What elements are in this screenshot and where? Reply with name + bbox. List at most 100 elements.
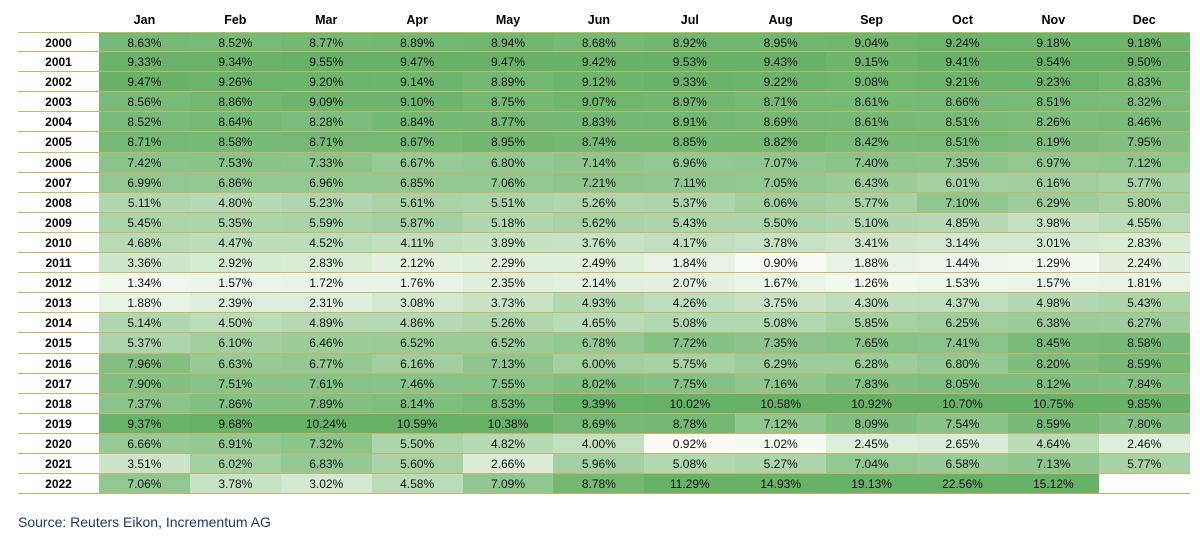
heatmap-cell: 8.51% <box>917 132 1008 153</box>
heatmap-cell: 1.67% <box>735 273 827 294</box>
heatmap-cell: 9.18% <box>1098 32 1190 53</box>
column-header: Sep <box>860 13 884 27</box>
heatmap-cell: 4.17% <box>644 232 736 254</box>
heatmap-cell: 4.11% <box>371 232 463 254</box>
heatmap-cell: 4.80% <box>189 192 281 213</box>
heatmap-cell: 8.14% <box>371 393 463 414</box>
heatmap-cell: 7.65% <box>826 333 918 354</box>
heatmap-grid: Jan Feb Mar Apr May Jun Jul Aug Sep Oct Nov Dec 2000… <box>18 8 1190 495</box>
heatmap-cell: 8.63% <box>99 32 190 53</box>
heatmap-cell: 8.26% <box>1007 112 1099 133</box>
heatmap-cell: 7.05% <box>735 172 827 193</box>
row-label: 2005 <box>18 132 99 153</box>
heatmap-cell: 2.12% <box>371 253 463 274</box>
heatmap-cell: 7.72% <box>644 333 736 354</box>
heatmap-cell: 1.29% <box>1007 253 1099 274</box>
heatmap-cell: 6.02% <box>189 453 281 475</box>
heatmap-cell: 4.64% <box>1007 433 1099 454</box>
row-label: 2013 <box>18 293 99 314</box>
heatmap-cell: 10.24% <box>280 413 372 434</box>
heatmap-cell: 5.50% <box>735 212 827 233</box>
header-corner <box>18 8 99 32</box>
heatmap-cell: 1.88% <box>826 253 918 274</box>
heatmap-cell: 8.09% <box>826 413 918 434</box>
column-header: Aug <box>768 13 793 27</box>
heatmap-cell: 8.53% <box>462 393 554 414</box>
heatmap-cell: 6.29% <box>735 353 827 374</box>
heatmap-cell: 7.16% <box>735 373 827 394</box>
heatmap-cell: 2.83% <box>280 253 372 274</box>
column-header: Jun <box>587 13 611 27</box>
row-label: 2000 <box>18 32 99 53</box>
heatmap-cell: 6.96% <box>280 172 372 193</box>
heatmap-cell: 8.46% <box>1098 112 1190 133</box>
heatmap-cell: 4.68% <box>99 232 190 254</box>
heatmap-cell: 4.37% <box>917 293 1008 314</box>
heatmap-cell: 1.34% <box>99 273 190 294</box>
heatmap-cell: 7.13% <box>462 353 554 374</box>
heatmap-cell: 5.08% <box>735 313 827 334</box>
row-label: 2019 <box>18 413 99 434</box>
row-label: 2002 <box>18 72 99 93</box>
heatmap-cell: 9.42% <box>553 52 645 73</box>
heatmap-cell: 9.47% <box>371 52 463 73</box>
heatmap-cell: 0.90% <box>735 253 827 274</box>
heatmap-cell: 9.26% <box>189 72 281 93</box>
heatmap-cell: 8.78% <box>553 474 645 495</box>
heatmap-cell: 6.80% <box>917 353 1008 374</box>
heatmap-cell: 9.22% <box>735 72 827 93</box>
heatmap-cell: 2.83% <box>1098 232 1190 254</box>
heatmap-cell: 9.43% <box>735 52 827 73</box>
heatmap-cell: 8.59% <box>1098 353 1190 374</box>
row-label: 2007 <box>18 172 99 193</box>
heatmap-cell: 9.33% <box>644 72 736 93</box>
heatmap-cell: 7.06% <box>99 474 190 495</box>
heatmap-cell: 4.58% <box>371 474 463 495</box>
heatmap-cell: 8.61% <box>826 92 918 113</box>
heatmap-cell: 3.78% <box>189 474 281 495</box>
heatmap-table: Jan Feb Mar Apr May Jun Jul Aug Sep Oct Nov Dec 2000… <box>18 8 1190 495</box>
heatmap-cell: 7.46% <box>371 373 463 394</box>
column-header: Dec <box>1132 13 1156 27</box>
heatmap-cell: 5.26% <box>553 192 645 213</box>
heatmap-cell: 8.83% <box>553 112 645 133</box>
heatmap-cell: 7.35% <box>735 333 827 354</box>
heatmap-cell: 7.37% <box>99 393 190 414</box>
row-label: 2010 <box>18 232 99 254</box>
heatmap-cell: 9.21% <box>917 72 1008 93</box>
heatmap-cell: 9.07% <box>553 92 645 113</box>
heatmap-cell: 7.90% <box>99 373 190 394</box>
heatmap-cell: 9.04% <box>826 32 918 53</box>
heatmap-cell: 8.69% <box>553 413 645 434</box>
heatmap-cell: 2.92% <box>189 253 281 274</box>
heatmap-cell: 10.75% <box>1007 393 1099 414</box>
heatmap-cell: 22.56% <box>917 474 1008 495</box>
heatmap-cell: 5.75% <box>644 353 736 374</box>
heatmap-cell: 7.55% <box>462 373 554 394</box>
heatmap-cell: 6.00% <box>553 353 645 374</box>
column-header: Apr <box>406 13 428 27</box>
heatmap-cell: 6.97% <box>1007 152 1099 173</box>
heatmap-cell: 2.35% <box>462 273 554 294</box>
heatmap-cell: 7.84% <box>1098 373 1190 394</box>
heatmap-cell: 7.04% <box>826 453 918 475</box>
row-label: 2016 <box>18 353 99 374</box>
heatmap-cell: 8.83% <box>1098 72 1190 93</box>
heatmap-cell: 5.77% <box>1098 172 1190 193</box>
heatmap-cell: 5.37% <box>99 333 190 354</box>
heatmap-cell: 8.71% <box>735 92 827 113</box>
heatmap-cell: 8.91% <box>644 112 736 133</box>
heatmap-cell: 5.26% <box>462 313 554 334</box>
heatmap-cell: 8.20% <box>1007 353 1099 374</box>
heatmap-cell: 6.83% <box>280 453 372 475</box>
heatmap-cell: 0.92% <box>644 433 736 454</box>
heatmap-cell: 6.43% <box>826 172 918 193</box>
heatmap-cell: 2.31% <box>280 293 372 314</box>
heatmap-cell: 8.42% <box>826 132 918 153</box>
heatmap-cell: 5.77% <box>1098 453 1190 475</box>
heatmap-cell: 10.92% <box>826 393 918 414</box>
source-note: Source: Reuters Eikon, Incrementum AG <box>18 514 271 530</box>
heatmap-cell: 8.89% <box>462 72 554 93</box>
heatmap-cell: 9.10% <box>371 92 463 113</box>
heatmap-cell: 9.08% <box>826 72 918 93</box>
